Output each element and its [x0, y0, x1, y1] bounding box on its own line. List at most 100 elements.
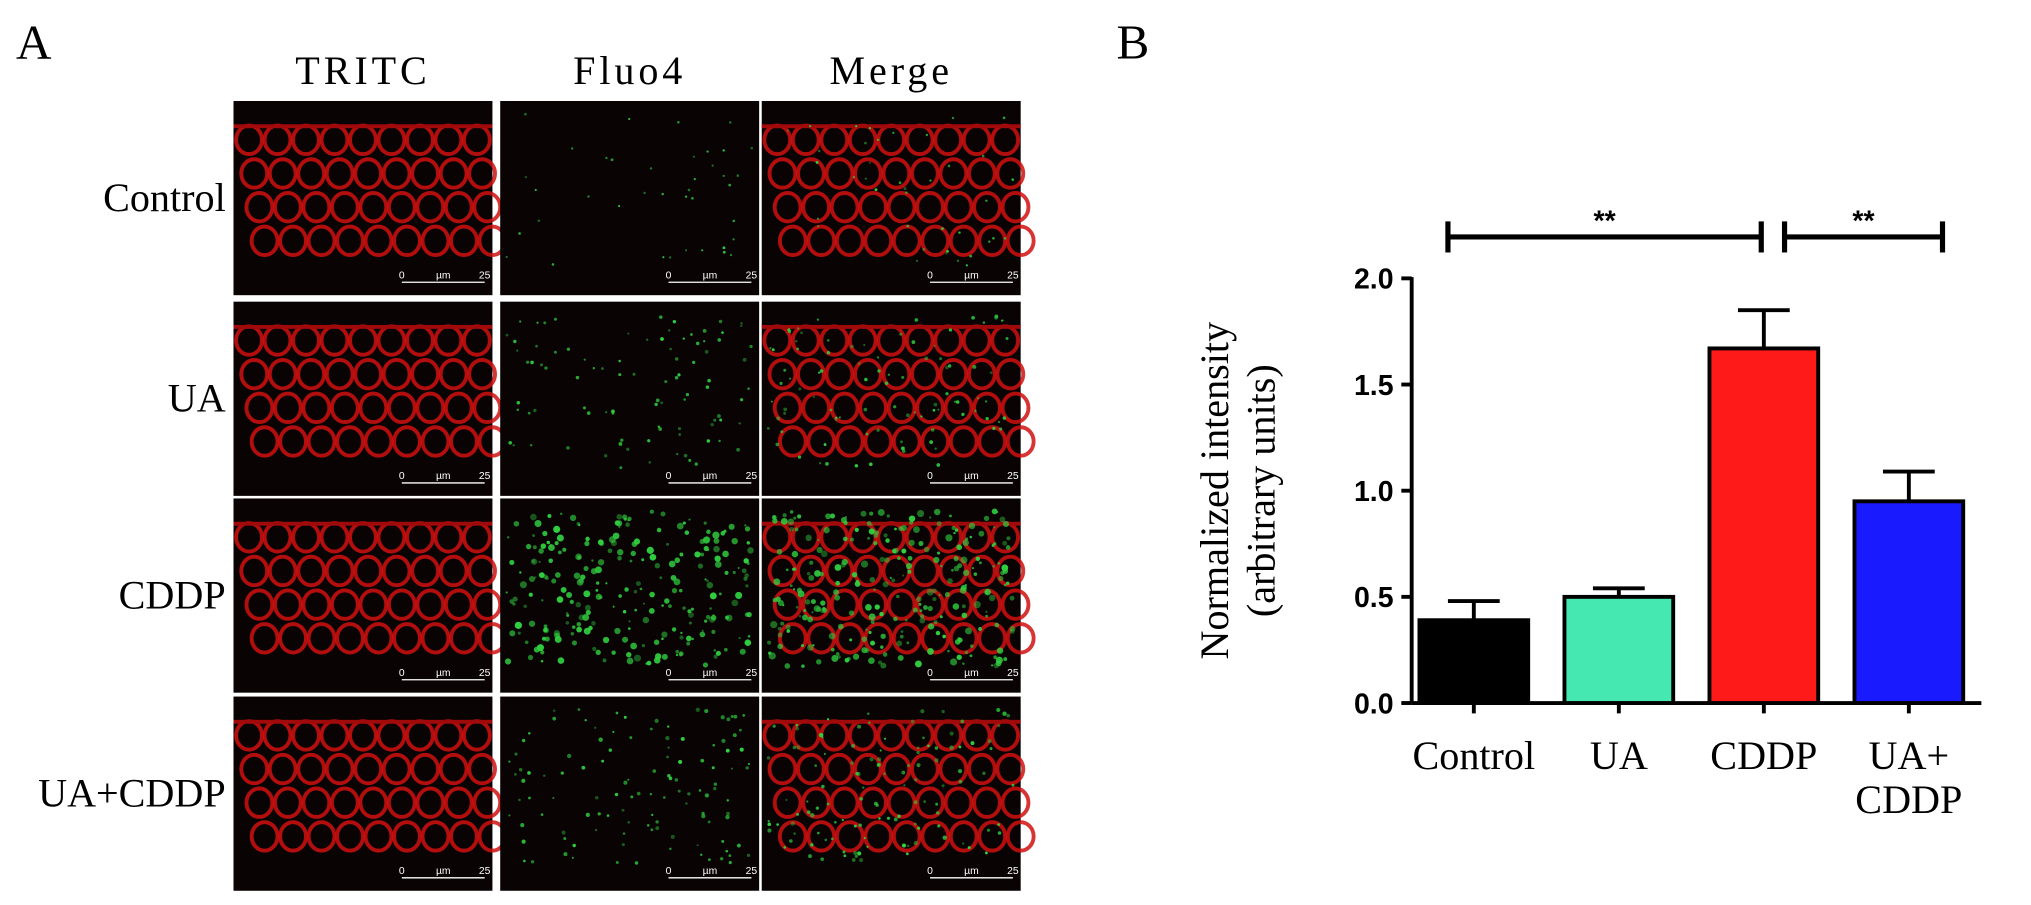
dot [618, 373, 622, 377]
cell [335, 224, 365, 257]
dot [862, 786, 865, 789]
scale-label: 0 [399, 471, 405, 482]
dot [656, 527, 662, 533]
dot [649, 553, 657, 561]
dot [962, 842, 965, 845]
cell [410, 157, 441, 190]
dot [626, 652, 632, 658]
image-background [500, 301, 760, 496]
dot [720, 715, 725, 720]
dot [913, 840, 918, 846]
dot [630, 795, 634, 799]
cell [415, 588, 446, 621]
dot [710, 422, 714, 427]
dot [1003, 237, 1007, 240]
dot [947, 649, 950, 653]
dot [926, 588, 934, 596]
dot [798, 387, 802, 391]
dot [945, 534, 953, 542]
dot [706, 150, 709, 153]
dot [551, 578, 557, 584]
dot [626, 447, 630, 451]
dot [527, 654, 534, 661]
dot [642, 616, 650, 624]
dot [898, 526, 904, 532]
dot [934, 758, 939, 763]
dot [1003, 657, 1008, 662]
dot [886, 514, 891, 518]
dot [700, 552, 705, 557]
dot [518, 798, 521, 802]
dot [524, 640, 529, 645]
dot [607, 548, 613, 554]
dot [820, 550, 828, 558]
cell [249, 224, 280, 257]
dot [976, 397, 979, 400]
dot [538, 572, 545, 578]
dot [964, 627, 972, 635]
x-tick-label: CDDP [1710, 734, 1818, 779]
dot [676, 522, 684, 530]
scale-label: µm [964, 866, 979, 877]
dot [580, 574, 586, 580]
dot [729, 121, 732, 124]
dot [740, 324, 743, 328]
dot [933, 508, 941, 516]
dot [678, 653, 683, 657]
dot [573, 572, 581, 579]
row-label: CDDP [119, 573, 226, 618]
dot [660, 401, 664, 405]
band [761, 324, 1021, 329]
dot [868, 528, 875, 535]
dot [767, 822, 772, 827]
cell [943, 190, 974, 224]
cell [267, 554, 298, 588]
sig-label: ** [1852, 205, 1875, 237]
dot [563, 836, 567, 841]
dot [859, 797, 863, 801]
dot [874, 604, 880, 610]
dot [837, 623, 844, 630]
cell [301, 786, 332, 819]
dot [814, 764, 818, 768]
dot [712, 531, 720, 539]
dot [748, 642, 751, 645]
dot [520, 823, 525, 828]
dot [717, 338, 722, 342]
dot [708, 616, 716, 623]
dot [954, 400, 957, 403]
dot [767, 640, 772, 645]
dot [616, 514, 623, 520]
cell [415, 391, 446, 425]
dot [974, 409, 977, 412]
dot [996, 647, 1004, 654]
dot [617, 549, 624, 556]
dot [897, 654, 904, 661]
dot [713, 418, 717, 422]
dot [867, 536, 871, 540]
dot [722, 250, 726, 254]
cell [772, 588, 803, 621]
dot [796, 812, 800, 816]
dot [952, 603, 960, 610]
dot [653, 656, 661, 664]
dot [816, 318, 820, 321]
dot [571, 147, 574, 150]
cell [244, 391, 275, 425]
cell [834, 224, 865, 257]
cell [324, 357, 355, 391]
dot [736, 174, 740, 177]
dot [935, 811, 940, 815]
dot [785, 624, 791, 630]
dot [946, 249, 949, 253]
cell [915, 588, 945, 621]
dot [783, 846, 787, 849]
dot [624, 587, 629, 592]
dot [775, 442, 780, 447]
dot [907, 569, 912, 574]
dot [993, 655, 998, 660]
dot [553, 709, 556, 712]
dot [611, 650, 616, 655]
column-header: Fluo4 [573, 48, 686, 93]
dot [661, 653, 668, 660]
